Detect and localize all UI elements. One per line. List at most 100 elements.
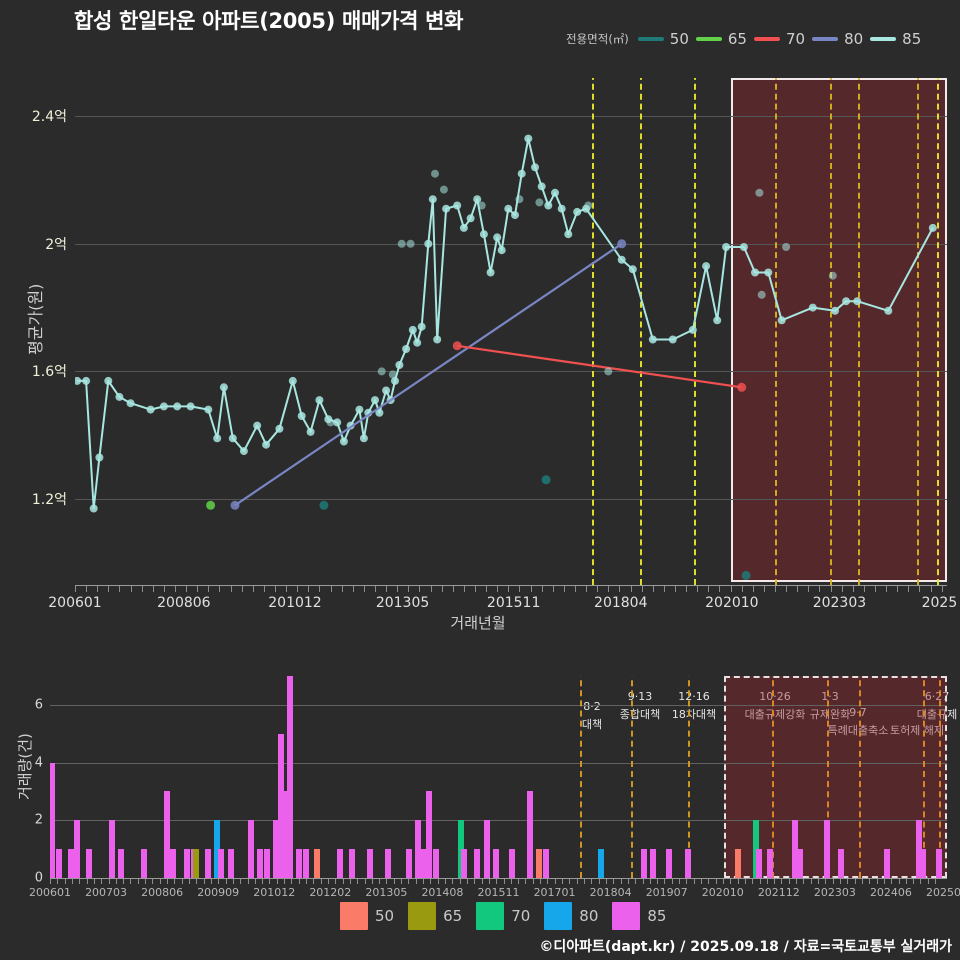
volume-bar[interactable]: [419, 849, 426, 878]
data-point[interactable]: [239, 447, 248, 456]
data-point[interactable]: [617, 255, 626, 264]
data-point[interactable]: [424, 239, 433, 248]
data-point[interactable]: [524, 134, 533, 143]
data-point[interactable]: [842, 297, 851, 306]
volume-bar[interactable]: [458, 820, 465, 878]
data-point[interactable]: [413, 338, 422, 347]
volume-bar[interactable]: [56, 849, 63, 878]
volume-bar[interactable]: [85, 849, 92, 878]
data-point[interactable]: [702, 262, 711, 271]
legend-top-item-65[interactable]: 65: [695, 30, 747, 48]
volume-bar[interactable]: [303, 849, 310, 878]
data-point[interactable]: [777, 316, 786, 325]
volume-bar[interactable]: [227, 849, 234, 878]
data-point[interactable]: [371, 396, 379, 405]
data-point[interactable]: [253, 421, 262, 430]
legend-bottom-item-65[interactable]: 65: [408, 902, 462, 930]
data-point[interactable]: [755, 188, 764, 197]
volume-bar[interactable]: [426, 791, 433, 878]
data-point[interactable]: [213, 434, 222, 443]
legend-top-item-50[interactable]: 50: [637, 30, 689, 48]
data-point[interactable]: [306, 427, 315, 436]
data-point[interactable]: [262, 440, 271, 449]
legend-top-item-80[interactable]: 80: [812, 30, 863, 48]
volume-bar[interactable]: [287, 676, 294, 878]
volume-bar[interactable]: [248, 820, 255, 878]
volume-bar[interactable]: [837, 849, 844, 878]
data-point[interactable]: [75, 376, 82, 385]
data-point[interactable]: [466, 214, 475, 223]
volume-bar[interactable]: [204, 849, 211, 878]
volume-bar[interactable]: [920, 849, 927, 878]
volume-bar[interactable]: [792, 820, 799, 878]
volume-bar[interactable]: [140, 849, 147, 878]
data-point[interactable]: [479, 230, 488, 239]
volume-bar[interactable]: [527, 791, 534, 878]
volume-bar[interactable]: [755, 849, 762, 878]
volume-bar[interactable]: [666, 849, 673, 878]
data-point[interactable]: [452, 341, 462, 351]
volume-bar[interactable]: [170, 849, 177, 878]
data-point[interactable]: [515, 195, 524, 204]
data-point[interactable]: [431, 169, 439, 178]
volume-bar[interactable]: [824, 820, 831, 878]
data-point[interactable]: [377, 367, 386, 376]
volume-bar[interactable]: [597, 849, 604, 878]
volume-bar[interactable]: [213, 820, 220, 878]
data-point[interactable]: [219, 383, 228, 392]
volume-bar[interactable]: [936, 849, 943, 878]
data-point[interactable]: [477, 201, 486, 210]
volume-bar[interactable]: [508, 849, 515, 878]
volume-bar[interactable]: [474, 849, 481, 878]
volume-bar[interactable]: [796, 849, 803, 878]
data-point[interactable]: [604, 367, 613, 376]
volume-bar[interactable]: [296, 849, 303, 878]
volume-bar[interactable]: [536, 849, 543, 878]
data-point[interactable]: [459, 223, 468, 232]
data-point[interactable]: [628, 265, 637, 274]
volume-bar[interactable]: [348, 849, 355, 878]
volume-bar[interactable]: [543, 849, 550, 878]
data-point[interactable]: [557, 204, 566, 213]
volume-bar[interactable]: [108, 820, 115, 878]
data-point[interactable]: [333, 418, 342, 427]
data-point[interactable]: [751, 268, 759, 277]
volume-bar[interactable]: [337, 849, 344, 878]
data-point[interactable]: [535, 198, 544, 207]
data-point[interactable]: [275, 424, 284, 433]
volume-bar[interactable]: [483, 820, 490, 878]
data-point[interactable]: [433, 335, 442, 344]
legend-bottom-item-85[interactable]: 85: [612, 902, 666, 930]
data-point[interactable]: [206, 500, 216, 510]
data-point[interactable]: [126, 399, 135, 408]
data-point[interactable]: [737, 382, 747, 392]
data-point[interactable]: [584, 201, 593, 210]
data-point[interactable]: [504, 204, 513, 213]
data-point[interactable]: [375, 408, 384, 417]
data-point[interactable]: [531, 163, 539, 172]
data-point[interactable]: [288, 376, 297, 385]
data-point[interactable]: [741, 570, 751, 580]
legend-top-item-85[interactable]: 85: [870, 30, 921, 48]
data-point[interactable]: [82, 376, 91, 385]
data-point[interactable]: [408, 325, 417, 334]
volume-bar[interactable]: [650, 849, 657, 878]
legend-top-item-70[interactable]: 70: [753, 30, 805, 48]
volume-bar[interactable]: [184, 849, 191, 878]
data-point[interactable]: [722, 243, 731, 251]
volume-bar[interactable]: [915, 820, 922, 878]
data-point[interactable]: [326, 418, 335, 427]
volume-bar[interactable]: [367, 849, 374, 878]
data-point[interactable]: [228, 434, 237, 443]
data-point[interactable]: [541, 475, 551, 485]
data-point[interactable]: [668, 335, 677, 344]
data-point[interactable]: [764, 268, 773, 277]
legend-bottom-item-70[interactable]: 70: [476, 902, 530, 930]
volume-bar[interactable]: [218, 849, 225, 878]
data-point[interactable]: [115, 392, 124, 401]
data-point[interactable]: [186, 402, 195, 411]
data-point[interactable]: [382, 386, 391, 395]
data-point[interactable]: [89, 504, 98, 513]
volume-bar[interactable]: [50, 762, 56, 878]
volume-bar[interactable]: [257, 849, 264, 878]
